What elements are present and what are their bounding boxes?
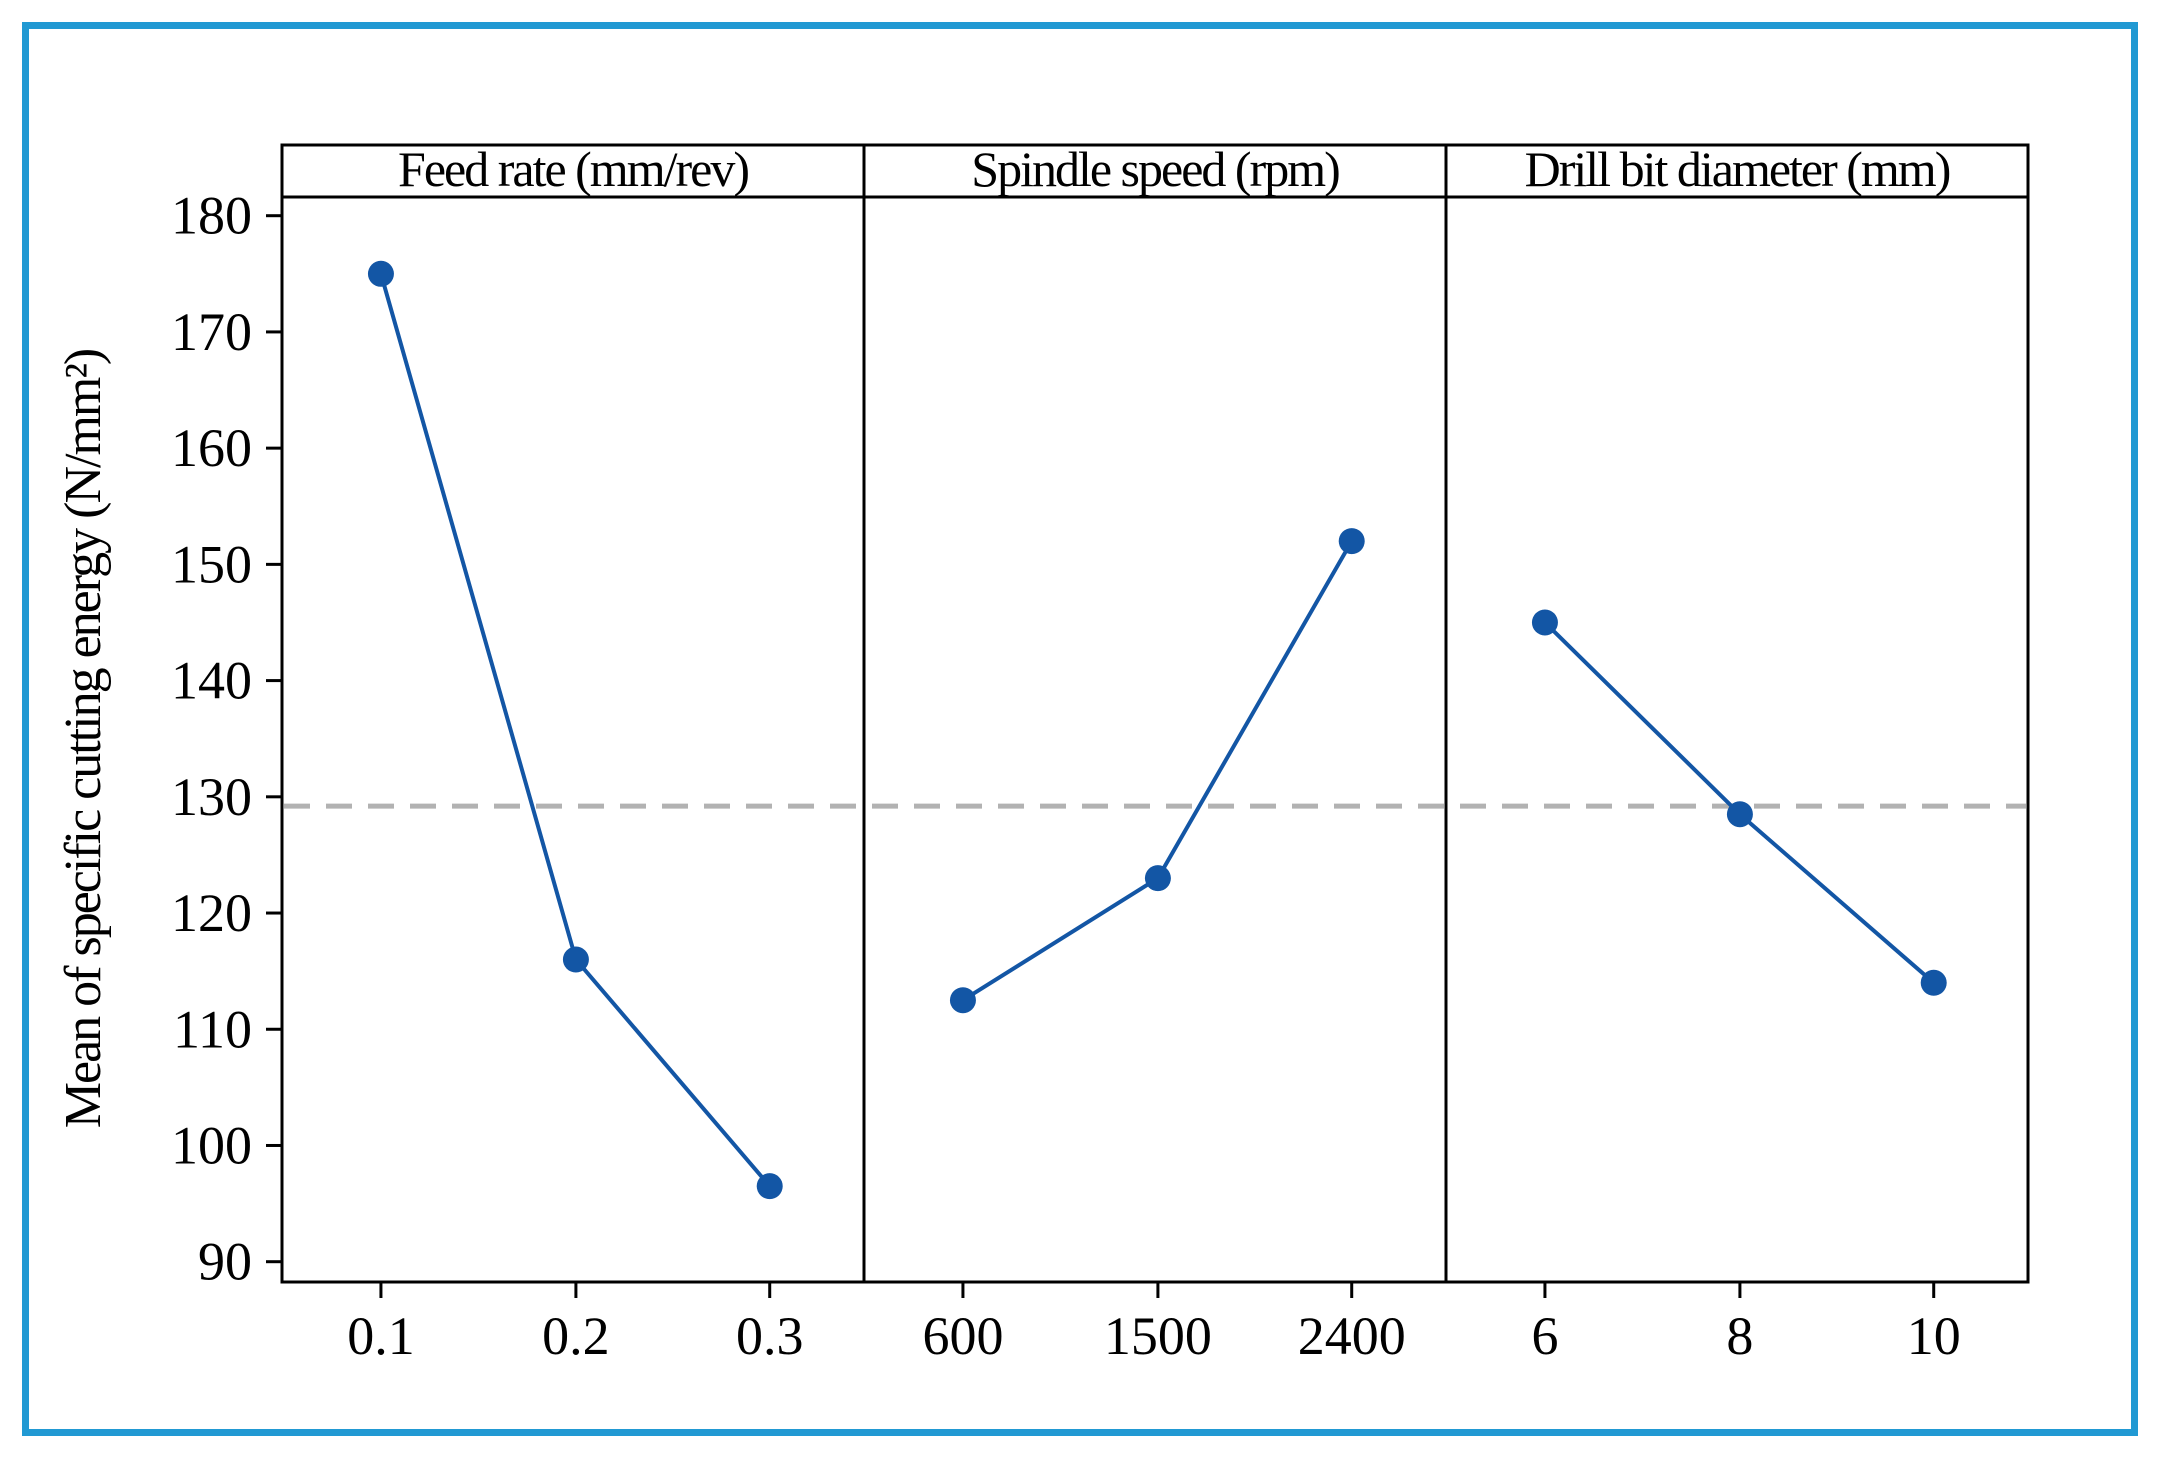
data-point [949, 987, 976, 1014]
x-tick-label: 10 [1907, 1306, 1961, 1366]
y-tick-label: 110 [173, 999, 252, 1059]
data-point [367, 260, 394, 287]
x-tick-label: 0.2 [542, 1306, 610, 1366]
y-tick-label: 160 [171, 418, 252, 478]
x-tick-label: 1500 [1104, 1306, 1212, 1366]
series-line [961, 540, 1354, 1002]
y-tick-label: 180 [171, 186, 252, 246]
x-tick-label: 0.3 [736, 1306, 804, 1366]
generated-chart-layer: 180 170 160 150 140 130 120 110 100 90 0.1 0.2 0.3 60… [171, 143, 2030, 1366]
x-tick-label: 6 [1531, 1306, 1558, 1366]
plot-frame [280, 143, 2030, 1284]
x-tick-label: 0.1 [347, 1306, 415, 1366]
data-point [1338, 528, 1365, 555]
y-tick-label: 170 [171, 302, 252, 362]
data-point [562, 946, 589, 973]
panel-header-spindle-speed: Spindle speed (rpm) [971, 141, 1339, 197]
panel-header-feed-rate: Feed rate (mm/rev) [398, 141, 748, 197]
y-tick-label: 100 [171, 1115, 252, 1175]
data-point [756, 1173, 783, 1200]
panel-header-drill-bit-diameter: Drill bit diameter (mm) [1525, 141, 1950, 197]
data-point [1920, 969, 1947, 996]
x-tick-label: 8 [1726, 1306, 1753, 1366]
y-tick-label: 120 [171, 883, 252, 943]
x-tick-label: 600 [922, 1306, 1003, 1366]
data-point [1726, 801, 1753, 828]
y-axis-title: Mean of specific cutting energy (N/mm²) [55, 349, 112, 1128]
x-tick-label: 2400 [1298, 1306, 1406, 1366]
data-point [1531, 609, 1558, 636]
data-point [1144, 865, 1171, 892]
series-line [379, 273, 772, 1188]
y-tick-label: 140 [171, 651, 252, 711]
y-tick-label: 90 [198, 1232, 252, 1292]
outer-frame [22, 22, 2138, 1436]
y-tick-label: 150 [171, 534, 252, 594]
y-tick-label: 130 [171, 767, 252, 827]
